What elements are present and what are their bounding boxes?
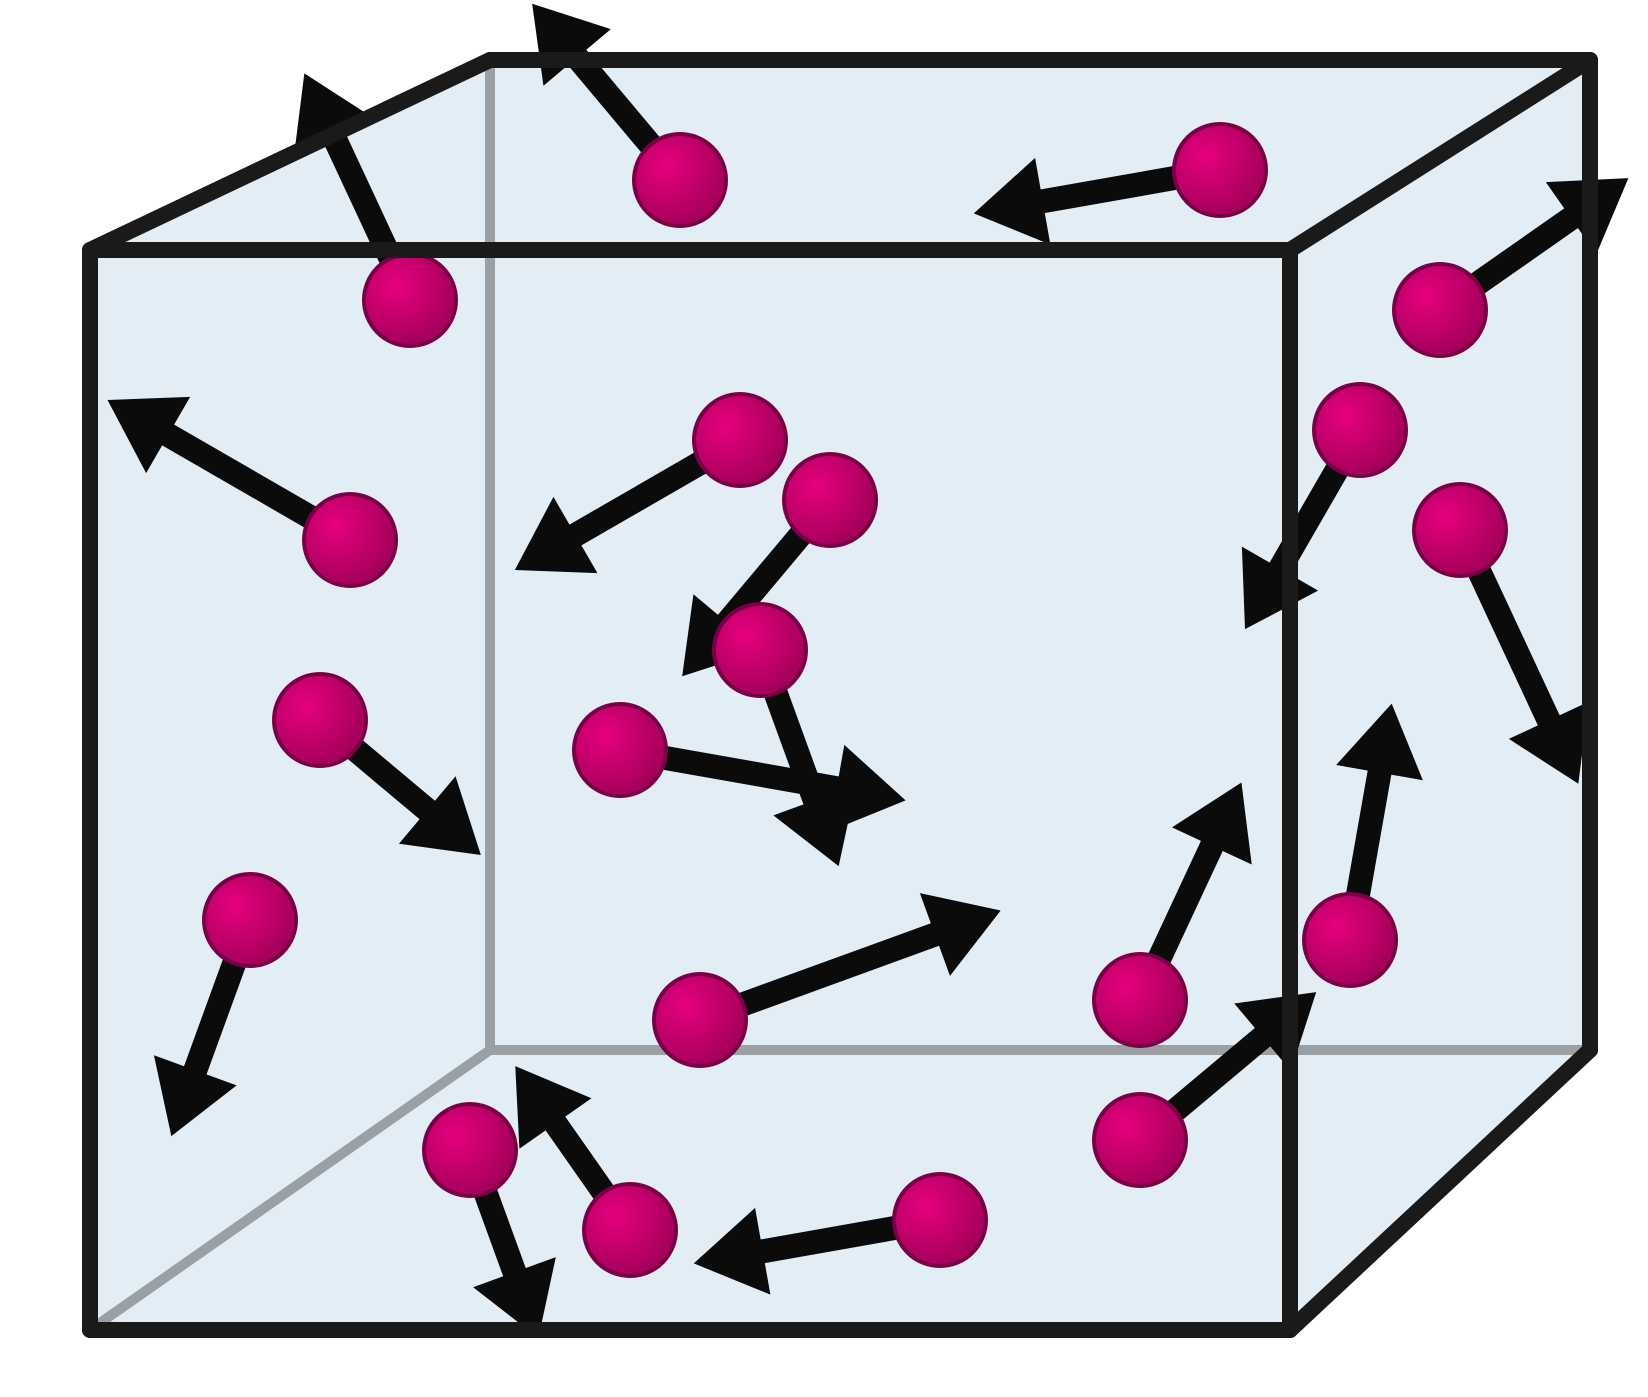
particle-dot <box>714 604 806 696</box>
gas-particles-cube-diagram <box>0 0 1648 1397</box>
particle-dot <box>1094 954 1186 1046</box>
particle-dot <box>694 394 786 486</box>
particle-dot <box>1414 484 1506 576</box>
particle-dot <box>204 874 296 966</box>
particle-dot <box>654 974 746 1066</box>
particle-dot <box>574 704 666 796</box>
particle-dot <box>364 254 456 346</box>
particle-dot <box>894 1174 986 1266</box>
particle-dot <box>1094 1094 1186 1186</box>
particle-dot <box>1314 384 1406 476</box>
particle-dot <box>584 1184 676 1276</box>
particle-dot <box>1304 894 1396 986</box>
particle-dot <box>1174 124 1266 216</box>
particle-dot <box>634 134 726 226</box>
particle-dot <box>784 454 876 546</box>
particle-dot <box>1394 264 1486 356</box>
particle-dot <box>304 494 396 586</box>
particle-dot <box>424 1104 516 1196</box>
particle-dot <box>274 674 366 766</box>
